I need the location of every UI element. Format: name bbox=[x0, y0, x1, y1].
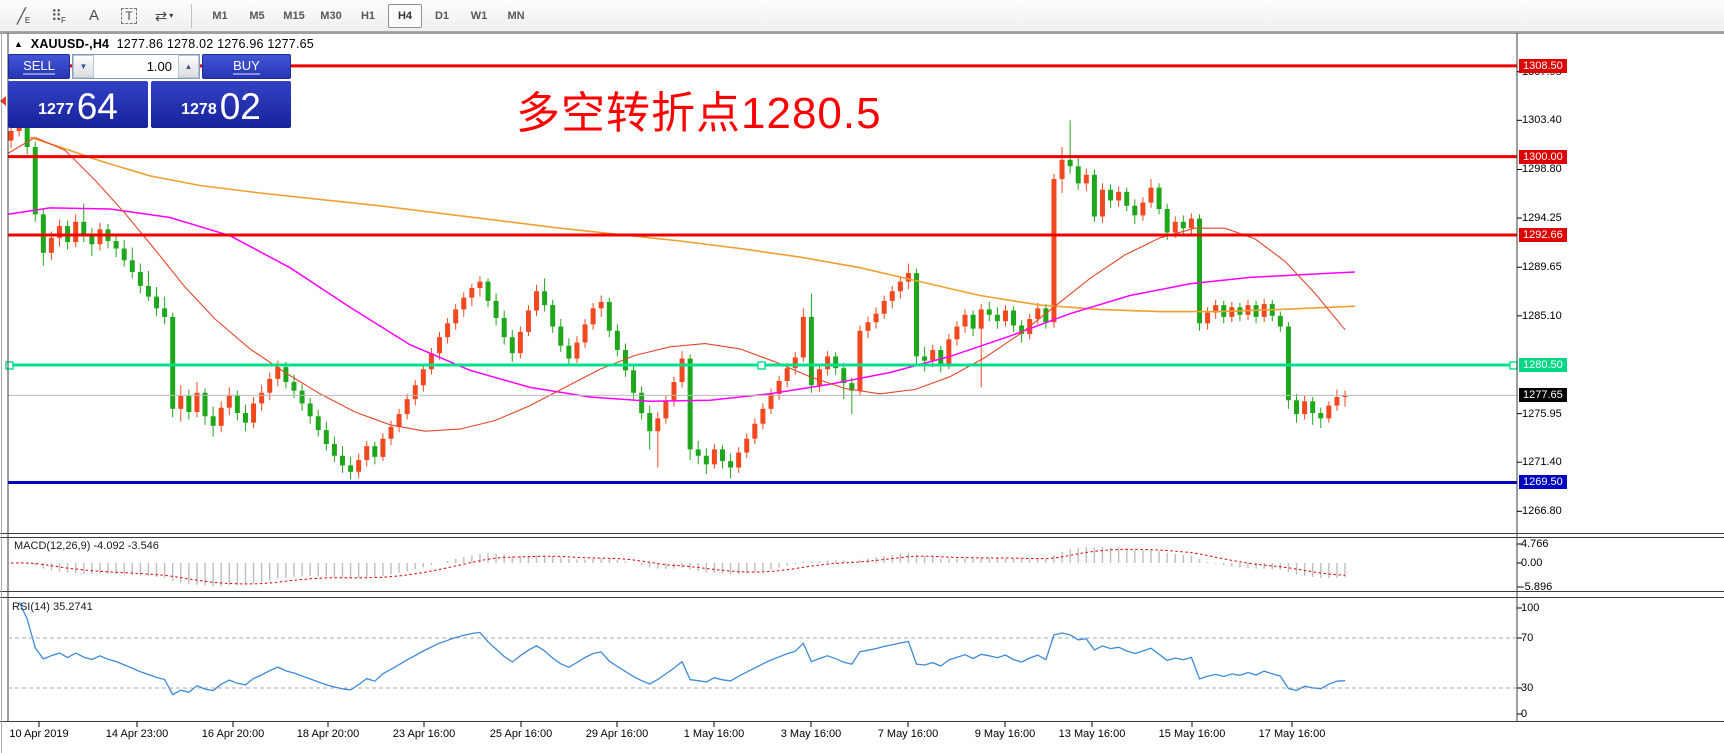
indicator-axis-label: 0 bbox=[1521, 708, 1528, 720]
buy-price-big: 02 bbox=[219, 86, 261, 127]
timeframe-M5[interactable]: M5 bbox=[249, 9, 265, 22]
price-badge-1269.50: 1269.50 bbox=[1519, 475, 1567, 490]
indicator-axis-label: 100 bbox=[1521, 602, 1540, 614]
macd-values: -4.092 -3.546 bbox=[93, 540, 159, 552]
price-tick-label: 1294.25 bbox=[1522, 212, 1562, 225]
time-axis-label: 3 May 16:00 bbox=[780, 728, 842, 740]
ma-slow-orange bbox=[29, 136, 1356, 313]
hline-handle[interactable] bbox=[1509, 361, 1518, 370]
volume-down-button[interactable]: ▼ bbox=[73, 55, 94, 78]
grid-tool-icon-glyph: ⠿ bbox=[51, 7, 63, 25]
timeframe-W1[interactable]: W1 bbox=[470, 9, 488, 22]
sell-price-display[interactable]: 1277 64 bbox=[8, 81, 148, 128]
time-axis-label: 14 Apr 23:00 bbox=[105, 728, 169, 740]
equidistant-channel-icon-glyph: ╱ bbox=[16, 7, 26, 25]
toolbar: ╱ E ⠿ F A T ⇄ ▾ M1 M5 M15 M30 H1 H4 D1 W1 MN bbox=[0, 0, 1724, 32]
grid-tool-icon[interactable]: ⠿ F bbox=[43, 3, 75, 28]
time-axis-label: 29 Apr 16:00 bbox=[585, 728, 649, 740]
time-axis-label: 25 Apr 16:00 bbox=[489, 728, 553, 740]
text-label-tool-icon-glyph: A bbox=[88, 7, 99, 24]
buy-button-label: BUY bbox=[233, 58, 260, 75]
time-axis-label: 7 May 16:00 bbox=[877, 728, 939, 740]
buy-button[interactable]: BUY bbox=[202, 54, 291, 79]
window-frame bbox=[0, 32, 1724, 722]
chevron-down-icon: ▾ bbox=[169, 11, 174, 20]
indicator-axis-label: 4.766 bbox=[1521, 538, 1549, 550]
indicator-axis-label: 30 bbox=[1521, 682, 1534, 694]
timeframe-H1[interactable]: H1 bbox=[360, 9, 376, 22]
indicator-axis-label: 70 bbox=[1521, 632, 1534, 644]
ma-mid-magenta bbox=[7, 207, 1356, 403]
volume-input[interactable] bbox=[94, 55, 178, 78]
time-axis-label: 23 Apr 16:00 bbox=[392, 728, 456, 740]
price-tick-label: 1285.10 bbox=[1522, 309, 1562, 322]
timeframe-M1[interactable]: M1 bbox=[212, 9, 228, 22]
sell-button[interactable]: SELL bbox=[8, 54, 70, 79]
time-axis-label: 9 May 16:00 bbox=[974, 728, 1036, 740]
rsi-value: 35.2741 bbox=[52, 601, 93, 613]
hline-handle[interactable] bbox=[757, 361, 766, 370]
symbol-name: XAUUSD-,H4 bbox=[30, 37, 110, 51]
sell-button-label: SELL bbox=[23, 58, 55, 75]
cursor-modes-icon-glyph: ⇄ bbox=[154, 7, 168, 25]
buy-price-display[interactable]: 1278 02 bbox=[151, 81, 291, 128]
equidistant-channel-icon-sub: E bbox=[24, 16, 31, 25]
one-click-trade-panel: SELL ▼ ▲ BUY 1277 64 1278 02 bbox=[8, 54, 291, 128]
timeframe-M15[interactable]: M15 bbox=[283, 9, 305, 22]
timeframe-M30[interactable]: M30 bbox=[320, 9, 342, 22]
indicator-axis-label: 0.00 bbox=[1521, 557, 1543, 569]
symbol-quote-line: ▲ XAUUSD-,H4 1277.86 1278.02 1276.96 127… bbox=[14, 37, 314, 51]
rsi-line bbox=[18, 601, 1346, 696]
collapse-triangle-icon[interactable]: ▲ bbox=[14, 39, 24, 49]
hline-handle[interactable] bbox=[5, 361, 14, 370]
price-tick-label: 1298.80 bbox=[1522, 163, 1562, 176]
macd-histogram bbox=[18, 546, 1346, 587]
panel-collapse-arrow-icon[interactable] bbox=[0, 96, 6, 106]
price-tick-label: 1275.95 bbox=[1522, 407, 1562, 420]
price-badge-1277.65: 1277.65 bbox=[1519, 388, 1567, 403]
text-box-tool-icon[interactable]: T bbox=[113, 3, 145, 28]
volume-up-button[interactable]: ▲ bbox=[178, 55, 199, 78]
timeframe-MN[interactable]: MN bbox=[507, 9, 525, 22]
rsi-label: RSI(14) 35.2741 bbox=[12, 601, 93, 613]
macd-label: MACD(12,26,9) -4.092 -3.546 bbox=[14, 540, 159, 552]
volume-stepper: ▼ ▲ bbox=[72, 54, 200, 79]
price-badge-1280.50: 1280.50 bbox=[1519, 357, 1567, 372]
ohlc-values: 1277.86 1278.02 1276.96 1277.65 bbox=[116, 37, 314, 51]
price-tick-label: 1289.65 bbox=[1522, 261, 1562, 274]
axis-ticks bbox=[38, 71, 1522, 727]
grid-tool-icon-sub: F bbox=[61, 16, 66, 25]
sell-price-small: 1277 bbox=[38, 101, 74, 118]
cursor-modes-icon[interactable]: ⇄ ▾ bbox=[148, 3, 180, 28]
price-tick-label: 1303.40 bbox=[1522, 114, 1562, 127]
equidistant-channel-icon[interactable]: ╱ E bbox=[8, 3, 40, 28]
time-axis-label: 10 Apr 2019 bbox=[9, 728, 69, 740]
sell-price-big: 64 bbox=[76, 86, 118, 127]
timeframe-H4[interactable]: H4 bbox=[388, 3, 422, 28]
indicator-axis-label: -5.896 bbox=[1521, 581, 1553, 593]
time-axis-label: 13 May 16:00 bbox=[1058, 728, 1126, 740]
time-axis-label: 1 May 16:00 bbox=[683, 728, 745, 740]
text-box-tool-icon-glyph: T bbox=[121, 7, 137, 24]
timeframe-D1[interactable]: D1 bbox=[434, 9, 450, 22]
price-tick-label: 1271.40 bbox=[1522, 456, 1562, 469]
time-axis-label: 15 May 16:00 bbox=[1158, 728, 1226, 740]
price-badge-1292.66: 1292.66 bbox=[1519, 228, 1567, 243]
price-tick-label: 1266.80 bbox=[1522, 505, 1562, 518]
macd-signal-line bbox=[10, 548, 1346, 585]
toolbar-separator bbox=[191, 3, 192, 28]
time-axis-label: 17 May 16:00 bbox=[1258, 728, 1326, 740]
text-label-tool-icon[interactable]: A bbox=[78, 3, 110, 28]
time-axis-label: 16 Apr 20:00 bbox=[201, 728, 265, 740]
time-axis-label: 18 Apr 20:00 bbox=[296, 728, 360, 740]
chart-annotation-text: 多空转折点1280.5 bbox=[516, 89, 882, 138]
price-badge-1308.50: 1308.50 bbox=[1519, 58, 1567, 73]
ma-fast-red bbox=[7, 136, 1346, 432]
buy-price-small: 1278 bbox=[181, 101, 217, 118]
price-badge-1300.00: 1300.00 bbox=[1519, 149, 1567, 164]
